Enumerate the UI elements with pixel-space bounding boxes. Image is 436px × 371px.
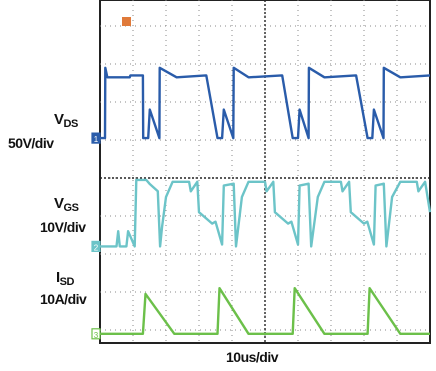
vds-label: VDS	[54, 111, 78, 131]
traces	[100, 66, 432, 335]
svg-text:2: 2	[94, 243, 99, 252]
vgs-label: VGS	[54, 195, 79, 215]
channel-marker-vgs: 2	[91, 240, 101, 252]
plot-frame	[99, 0, 431, 344]
channel-marker-isd: 3	[91, 328, 101, 340]
svg-text:3: 3	[94, 331, 99, 340]
vgs-scale: 10V/div	[40, 219, 86, 235]
trace-vds	[100, 66, 431, 140]
svg-text:1: 1	[94, 135, 99, 144]
channel-markers: 1 2 3	[91, 132, 101, 340]
x-axis-label: 10us/div	[226, 349, 279, 365]
channel-marker-vds: 1	[91, 132, 101, 144]
graticule	[99, 0, 431, 344]
isd-scale: 10A/div	[40, 291, 87, 307]
trace-isd	[100, 287, 430, 335]
trace-vgs	[100, 178, 432, 248]
isd-label: ISD	[56, 269, 74, 289]
vds-scale: 50V/div	[8, 135, 54, 151]
trigger-marker	[122, 17, 131, 26]
